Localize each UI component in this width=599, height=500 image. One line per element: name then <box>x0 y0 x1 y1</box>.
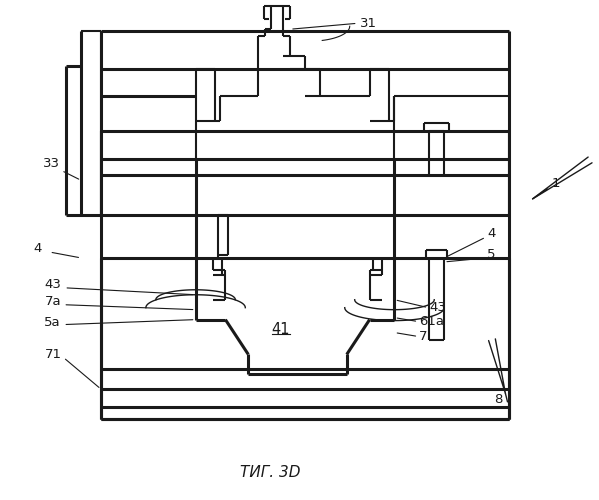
Text: 5: 5 <box>487 248 495 262</box>
Text: 71: 71 <box>44 348 62 361</box>
Text: 43: 43 <box>44 278 61 291</box>
Text: ΤИГ. 3D: ΤИГ. 3D <box>240 464 301 479</box>
Text: 7: 7 <box>419 330 428 343</box>
Text: 1: 1 <box>552 177 560 190</box>
Text: 4: 4 <box>34 242 42 254</box>
Text: 4: 4 <box>487 226 495 239</box>
Text: 33: 33 <box>44 157 60 170</box>
Text: 8: 8 <box>494 392 503 406</box>
Text: 61a: 61a <box>419 315 444 328</box>
Text: 43: 43 <box>429 301 446 314</box>
Text: 5a: 5a <box>44 316 61 329</box>
Text: 31: 31 <box>359 17 377 30</box>
Text: 7a: 7a <box>44 295 61 308</box>
Text: 41: 41 <box>271 322 289 337</box>
